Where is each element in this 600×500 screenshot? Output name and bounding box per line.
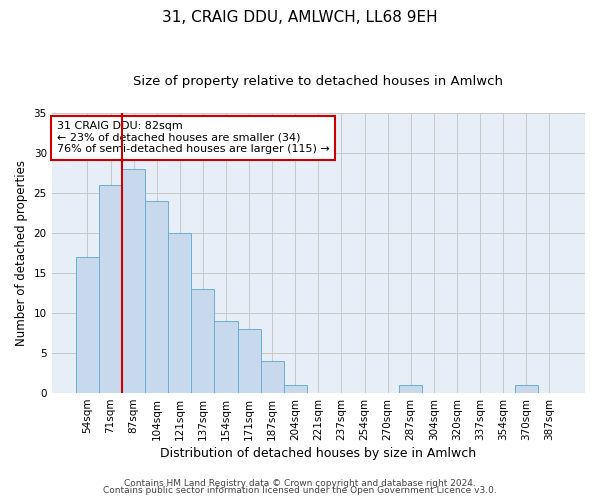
Bar	[214, 321, 238, 393]
Text: Contains HM Land Registry data © Crown copyright and database right 2024.: Contains HM Land Registry data © Crown c…	[124, 478, 476, 488]
Bar	[76, 257, 99, 393]
Bar	[284, 385, 307, 393]
Bar	[145, 201, 168, 393]
Bar	[260, 361, 284, 393]
Text: 31, CRAIG DDU, AMLWCH, LL68 9EH: 31, CRAIG DDU, AMLWCH, LL68 9EH	[162, 10, 438, 25]
Bar	[515, 385, 538, 393]
Text: 31 CRAIG DDU: 82sqm
← 23% of detached houses are smaller (34)
76% of semi-detach: 31 CRAIG DDU: 82sqm ← 23% of detached ho…	[57, 121, 330, 154]
Text: Contains public sector information licensed under the Open Government Licence v3: Contains public sector information licen…	[103, 486, 497, 495]
Bar	[122, 169, 145, 393]
Bar	[399, 385, 422, 393]
Title: Size of property relative to detached houses in Amlwch: Size of property relative to detached ho…	[133, 75, 503, 88]
Y-axis label: Number of detached properties: Number of detached properties	[15, 160, 28, 346]
Bar	[238, 329, 260, 393]
Bar	[191, 289, 214, 393]
X-axis label: Distribution of detached houses by size in Amlwch: Distribution of detached houses by size …	[160, 447, 476, 460]
Bar	[168, 233, 191, 393]
Bar	[99, 185, 122, 393]
